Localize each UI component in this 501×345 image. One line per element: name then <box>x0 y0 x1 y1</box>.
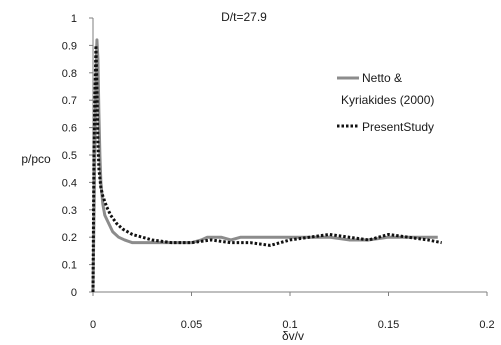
legend-label-present: PresentStudy <box>362 120 434 134</box>
series-line-present-study <box>91 43 442 293</box>
x-axis-label: δv/v <box>282 329 304 343</box>
legend: Netto & Kyriakides (2000) PresentStudy <box>337 71 434 134</box>
y-tick-label: 0.8 <box>62 68 77 80</box>
x-tick-label: 0.05 <box>181 319 202 331</box>
x-tick-label: 0 <box>90 319 96 331</box>
axes <box>92 18 487 293</box>
legend-label-netto-line1: Netto & <box>362 71 402 85</box>
x-tick-label: 0.15 <box>378 319 399 331</box>
y-tick-label: 0.6 <box>62 123 77 135</box>
x-ticks: 0 0.05 0.1 0.15 0.2 <box>90 292 495 331</box>
y-tick-label: 0.3 <box>62 205 77 217</box>
chart-title: D/t=27.9 <box>221 10 267 24</box>
legend-label-netto-line2: Kyriakides (2000) <box>341 93 434 107</box>
y-tick-label: 1 <box>71 13 77 25</box>
y-tick-label: 0.9 <box>62 40 77 52</box>
y-ticks: 0 0.1 0.2 0.3 0.4 0.5 0.6 0.7 0.8 0.9 1 <box>62 13 93 299</box>
y-tick-label: 0.1 <box>62 260 77 272</box>
x-tick-label: 0.2 <box>479 319 494 331</box>
y-tick-label: 0.2 <box>62 232 77 244</box>
series-layer <box>91 38 442 293</box>
series-line-netto-kyriakides <box>91 38 438 293</box>
y-tick-label: 0.7 <box>62 95 77 107</box>
x-tick-label: 0.1 <box>282 319 297 331</box>
y-tick-label: 0 <box>71 287 77 299</box>
y-tick-label: 0.4 <box>62 177 77 189</box>
y-tick-label: 0.5 <box>62 150 77 162</box>
y-axis-label: p/pco <box>21 152 51 166</box>
